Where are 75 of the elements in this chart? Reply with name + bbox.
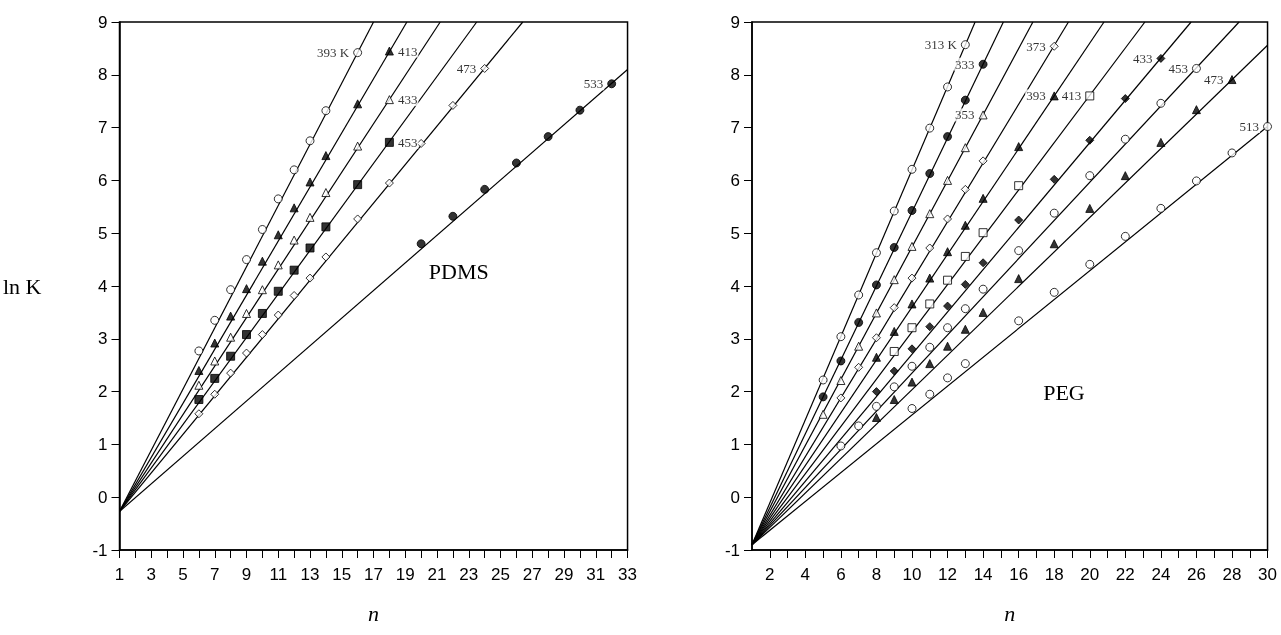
- x-tick-label: 11: [269, 565, 288, 584]
- y-tick-label: 8: [98, 65, 108, 85]
- series-label: 313 K: [924, 37, 958, 53]
- y-tick-label: 4: [98, 276, 108, 296]
- y-tick-label: 9: [98, 12, 108, 32]
- y-tick-label: 7: [730, 118, 740, 138]
- y-tick-label: 5: [730, 223, 740, 243]
- y-axis-title: ln K: [3, 273, 42, 299]
- x-tick-label: 15: [332, 565, 352, 584]
- x-tick-label: 29: [554, 565, 574, 584]
- series-label: 473: [456, 60, 477, 76]
- x-tick-label: 5: [178, 565, 188, 584]
- y-tick-label: 2: [98, 382, 108, 402]
- series-label: 413: [1061, 88, 1082, 104]
- x-tick-label: 33: [618, 565, 638, 584]
- y-tick-label: 0: [98, 487, 108, 507]
- annotation: PDMS: [428, 258, 489, 284]
- x-tick-label: 21: [427, 565, 447, 584]
- x-tick-label: 18: [1044, 565, 1064, 584]
- x-tick-label: 7: [210, 565, 220, 584]
- y-tick-label: 5: [98, 223, 108, 243]
- x-tick-label: 10: [902, 565, 922, 584]
- x-tick-label: 3: [146, 565, 156, 584]
- x-tick-label: 1: [114, 565, 125, 584]
- series-label: 413: [397, 43, 418, 59]
- y-tick-label: 6: [730, 170, 740, 190]
- x-tick-label: 14: [973, 565, 993, 584]
- x-tick-label: 24: [1151, 565, 1171, 584]
- y-tick-label: 1: [98, 434, 108, 454]
- x-tick-label: 17: [364, 565, 383, 584]
- y-tick-label: 7: [98, 118, 108, 138]
- y-tick-label: 6: [98, 170, 108, 190]
- y-tick-label: 9: [730, 12, 740, 32]
- x-tick-label: 12: [938, 565, 958, 584]
- y-tick-label: 1: [730, 434, 740, 454]
- series-label: 353: [955, 107, 975, 123]
- series-label: 513: [1239, 119, 1260, 135]
- y-tick-label: 4: [730, 276, 740, 296]
- series-label: 373: [1026, 38, 1046, 54]
- x-tick-label: 27: [522, 565, 542, 584]
- y-tick-label: 0: [730, 487, 740, 507]
- x-tick-label: 22: [1115, 565, 1135, 584]
- x-tick-label: 30: [1258, 565, 1278, 584]
- y-tick-label: -1: [92, 540, 108, 560]
- x-tick-label: 20: [1080, 565, 1100, 584]
- series-label: 433: [397, 92, 418, 108]
- x-tick-label: 6: [836, 565, 846, 584]
- x-axis-title: n: [368, 600, 380, 626]
- x-tick-label: 19: [395, 565, 415, 584]
- x-tick-label: 25: [491, 565, 510, 584]
- series-label: 453: [1168, 60, 1188, 76]
- x-tick-label: 28: [1222, 565, 1242, 584]
- x-tick-label: 16: [1009, 565, 1029, 584]
- y-tick-label: 3: [98, 329, 108, 349]
- series-label: 393 K: [317, 45, 350, 61]
- y-tick-label: 3: [730, 329, 740, 349]
- x-tick-label: 4: [800, 565, 811, 584]
- x-tick-label: 26: [1186, 565, 1206, 584]
- y-tick-label: -1: [724, 540, 740, 560]
- x-tick-label: 13: [300, 565, 320, 584]
- series-label: 333: [955, 56, 975, 72]
- series-label: 433: [1132, 50, 1153, 66]
- series-label: 473: [1203, 72, 1224, 88]
- x-tick-label: 2: [765, 565, 775, 584]
- y-tick-label: 2: [730, 382, 740, 402]
- x-tick-label: 23: [459, 565, 479, 584]
- series-label: 393: [1026, 88, 1046, 104]
- x-axis-title: n: [1004, 600, 1016, 626]
- x-tick-label: 8: [871, 565, 882, 584]
- series-label: 453: [397, 134, 418, 150]
- y-tick-label: 8: [730, 65, 740, 85]
- series-label: 533: [583, 76, 604, 92]
- x-tick-label: 9: [241, 565, 252, 584]
- annotation: PEG: [1043, 379, 1085, 405]
- x-tick-label: 31: [586, 565, 606, 584]
